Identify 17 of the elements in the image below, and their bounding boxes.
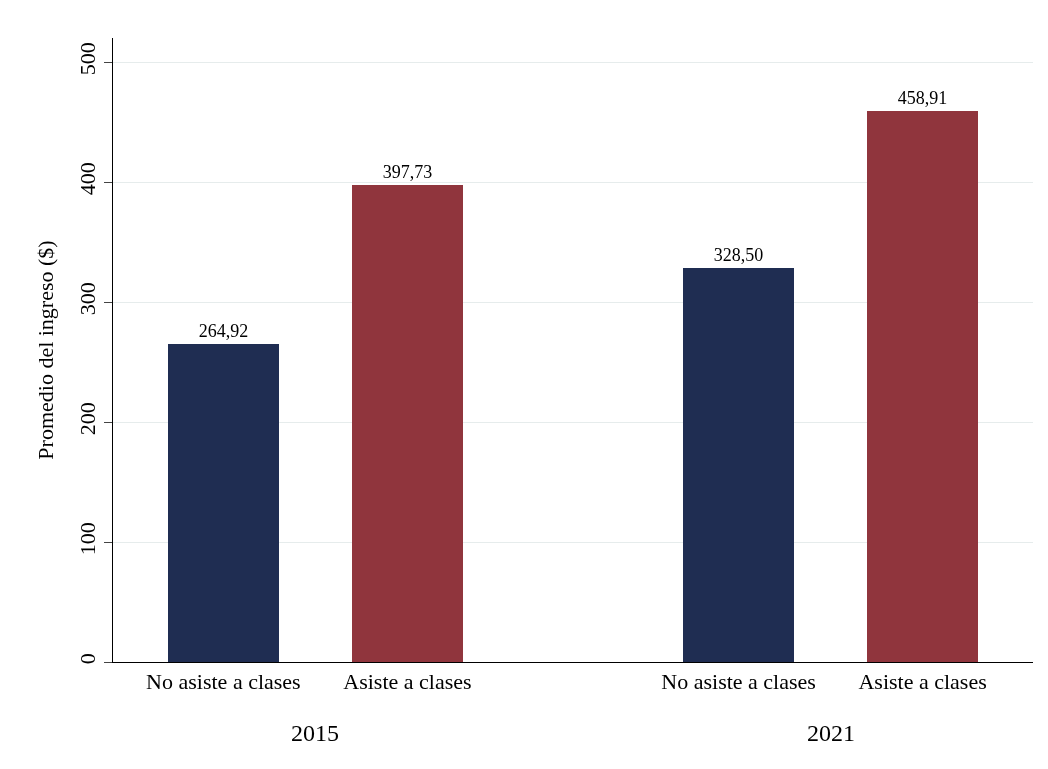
y-tick-label: 400 (75, 162, 101, 196)
data-label: 328,50 (713, 245, 764, 265)
text: 2015 (291, 720, 339, 746)
x-tick-label: No asiste a clases (146, 669, 301, 695)
data-label: 397,73 (382, 162, 433, 182)
y-tick-label: 300 (75, 282, 101, 316)
data-label: 264,92 (198, 321, 249, 341)
text: 2021 (807, 720, 855, 746)
x-tick-label: Asiste a clases (858, 669, 987, 695)
data-label: 458,91 (897, 88, 948, 108)
y-tick-label: 100 (75, 522, 101, 556)
x-tick-label: No asiste a clases (661, 669, 816, 695)
y-tick-label: 500 (75, 42, 101, 76)
y-tick-label: 0 (75, 653, 101, 665)
x-tick-label: Asiste a clases (343, 669, 472, 695)
y-tick-label: 200 (75, 402, 101, 436)
y-axis-title: Promedio del ingreso ($) (33, 240, 58, 460)
